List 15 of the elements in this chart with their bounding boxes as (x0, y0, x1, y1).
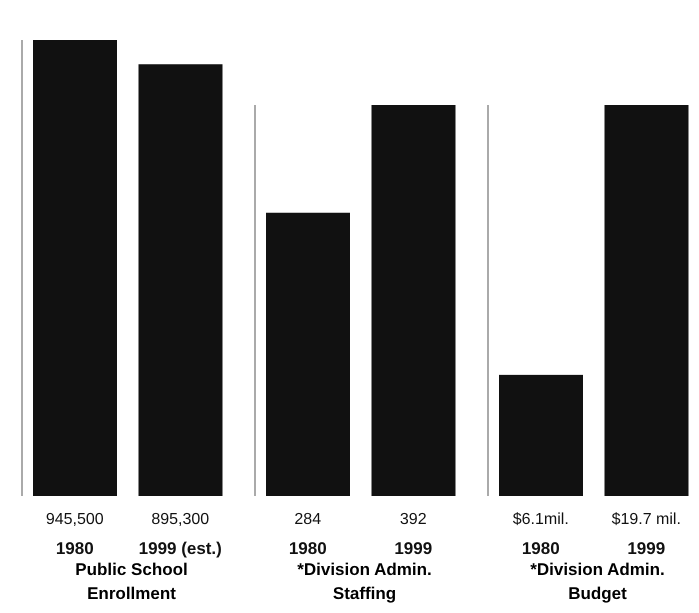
x-axis-title: Public School Enrollment (74, 559, 189, 605)
x-tick-label: 1999 (est.) (138, 539, 222, 558)
x-tick-label: 1980 (288, 539, 327, 558)
data-label: $6.1mil. (512, 511, 569, 528)
data-label: $19.7 mil. (612, 511, 681, 528)
data-label: 392 (400, 511, 427, 528)
x-tick-label: 1999 (394, 539, 432, 558)
data-label: 945,500 (46, 511, 104, 528)
data-label: 284 (294, 511, 322, 528)
x-tick-label: 1999 (627, 539, 666, 558)
x-tick-label: 1980 (56, 539, 94, 558)
x-axis-title: *Division Admin. Budget (529, 559, 666, 605)
x-axis-title: *Division Admin. Staffing (296, 559, 433, 605)
data-label: 895,300 (151, 511, 210, 528)
x-tick-label: 1980 (522, 539, 560, 558)
